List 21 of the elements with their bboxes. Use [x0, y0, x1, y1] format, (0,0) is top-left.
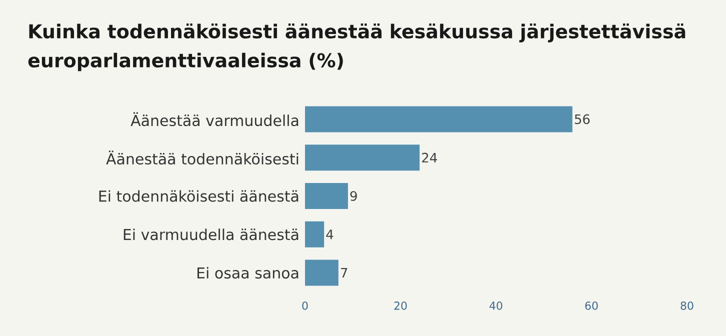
x-tick-label: 60 — [585, 302, 598, 310]
y-tick-label: Ei osaa sanoa — [198, 267, 298, 279]
y-tick-label: Äänestää varmuudella — [130, 112, 298, 126]
x-tick-label: 0 — [302, 302, 308, 310]
bar — [305, 183, 348, 209]
x-tick-label: 20 — [394, 302, 407, 310]
data-label: 9 — [350, 191, 357, 201]
bar — [305, 221, 324, 248]
x-tick-label: 80 — [680, 302, 694, 310]
bar — [305, 260, 338, 286]
bar — [305, 106, 572, 132]
chart-title: Kuinka todennäköisesti äänestää kesäkuussa järjestettävissä europarlamenttivaaleissa (%) — [28, 24, 686, 72]
data-label: 24 — [422, 152, 437, 162]
y-tick-label: Ei todennäköisesti äänestä — [99, 190, 298, 202]
data-label: 4 — [326, 230, 334, 240]
y-tick-label: Ei varmuudella äänestä — [124, 228, 298, 240]
y-tick-label: Äänestää todennäköisesti — [106, 150, 298, 165]
data-label: 56 — [574, 114, 590, 124]
bar — [305, 144, 420, 171]
x-tick-label: 40 — [490, 302, 502, 310]
data-label: 7 — [341, 268, 348, 278]
